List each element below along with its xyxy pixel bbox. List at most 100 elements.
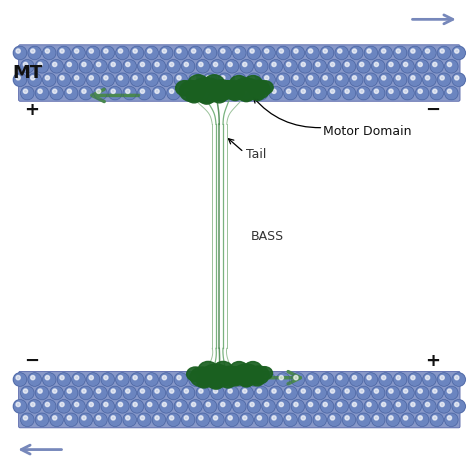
Circle shape [294,76,298,80]
Circle shape [335,73,348,87]
Circle shape [155,416,159,420]
Circle shape [294,49,298,53]
Circle shape [276,373,290,386]
Circle shape [89,375,93,380]
Circle shape [330,62,335,66]
Text: BASS: BASS [251,230,284,243]
Ellipse shape [197,376,211,388]
Circle shape [430,386,443,400]
Circle shape [396,375,401,380]
Circle shape [211,87,224,100]
Circle shape [337,76,342,80]
Circle shape [233,400,246,413]
Circle shape [323,402,328,407]
Text: Motor Domain: Motor Domain [323,125,412,138]
Circle shape [21,413,34,426]
Circle shape [96,62,100,66]
Circle shape [86,400,100,413]
Circle shape [455,402,459,407]
Circle shape [286,389,291,393]
Circle shape [101,373,114,386]
Circle shape [221,402,225,407]
Circle shape [386,59,400,73]
Circle shape [206,49,210,53]
Ellipse shape [229,75,248,92]
Circle shape [104,49,108,53]
Circle shape [313,386,327,400]
Circle shape [116,373,129,386]
Circle shape [43,46,56,59]
Circle shape [137,87,151,100]
Circle shape [174,73,188,87]
Circle shape [257,62,262,66]
Ellipse shape [198,89,215,104]
Circle shape [233,373,246,386]
Circle shape [350,373,363,386]
Circle shape [147,402,152,407]
Circle shape [438,373,451,386]
Circle shape [123,87,137,100]
Circle shape [411,76,415,80]
Circle shape [243,62,247,66]
Circle shape [372,413,385,426]
Circle shape [218,400,231,413]
Circle shape [294,375,298,380]
Circle shape [189,373,202,386]
Ellipse shape [231,78,261,101]
Circle shape [145,373,158,386]
Circle shape [247,73,261,87]
Circle shape [111,416,115,420]
Circle shape [79,413,92,426]
Circle shape [401,386,414,400]
Circle shape [425,375,429,380]
Circle shape [393,373,407,386]
Ellipse shape [210,80,233,101]
Circle shape [374,89,379,94]
Circle shape [35,413,49,426]
Circle shape [272,62,276,66]
Circle shape [286,89,291,94]
Circle shape [225,386,239,400]
Circle shape [118,76,123,80]
Circle shape [152,87,165,100]
Circle shape [379,400,392,413]
Circle shape [211,59,224,73]
Circle shape [155,62,159,66]
Circle shape [374,389,379,393]
Circle shape [313,59,327,73]
Circle shape [155,389,159,393]
Circle shape [101,46,114,59]
Circle shape [145,400,158,413]
Circle shape [269,59,283,73]
Circle shape [126,416,130,420]
Circle shape [309,402,313,407]
Circle shape [235,76,239,80]
Circle shape [72,373,85,386]
Circle shape [433,62,437,66]
Circle shape [411,402,415,407]
Circle shape [21,59,34,73]
Circle shape [184,62,189,66]
Circle shape [177,76,181,80]
Circle shape [203,73,217,87]
Circle shape [272,89,276,94]
Circle shape [38,62,42,66]
Circle shape [86,373,100,386]
Circle shape [133,76,137,80]
Circle shape [284,386,297,400]
Circle shape [393,46,407,59]
Circle shape [396,402,401,407]
Circle shape [352,49,356,53]
Circle shape [386,87,400,100]
Circle shape [389,62,393,66]
Circle shape [294,402,298,407]
Circle shape [291,73,304,87]
Circle shape [160,46,173,59]
Circle shape [31,402,35,407]
Circle shape [23,89,27,94]
Circle shape [386,413,400,426]
Ellipse shape [219,366,241,386]
Circle shape [382,49,386,53]
Circle shape [276,400,290,413]
Circle shape [31,49,35,53]
